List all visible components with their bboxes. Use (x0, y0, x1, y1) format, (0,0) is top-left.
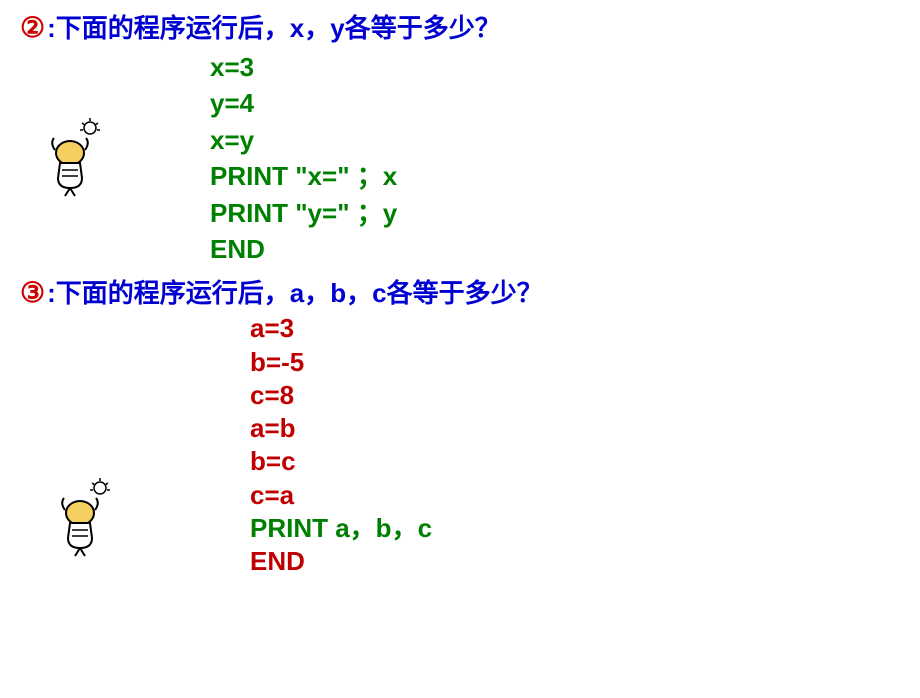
code-line: PRINT "y=" ；y (210, 195, 920, 231)
code-line: x=y (210, 122, 920, 158)
question-3-code: a=3 b=-5 c=8 a=b b=c c=a PRINT a，b，c END (250, 312, 920, 578)
question-text-part1: 下面的程序运行后， (56, 8, 290, 45)
colon: : (47, 278, 56, 309)
code-line: b=-5 (250, 346, 920, 379)
code-line: PRINT a，b，c (250, 512, 920, 545)
code-line: a=b (250, 412, 920, 445)
code-line: PRINT "x=" ；x (210, 158, 920, 194)
code-line: c=a (250, 479, 920, 512)
colon: : (47, 13, 56, 44)
code-line: c=8 (250, 379, 920, 412)
question-text-part3: 各等于多少？ (345, 8, 501, 45)
question-2-code: x=3 y=4 x=y PRINT "x=" ；x PRINT "y=" ；y … (210, 49, 920, 267)
code-line: b=c (250, 445, 920, 478)
question-text-part3: 各等于多少？ (387, 273, 543, 310)
question-text-part1: 下面的程序运行后， (56, 273, 290, 310)
lightbulb-character-icon (40, 118, 110, 198)
question-text-part2: x，y (290, 8, 345, 45)
lightbulb-character-icon (50, 478, 120, 558)
code-line: END (210, 231, 920, 267)
code-line: x=3 (210, 49, 920, 85)
question-number: ② (20, 11, 45, 44)
code-line: a=3 (250, 312, 920, 345)
code-line: END (250, 545, 920, 578)
code-line: y=4 (210, 85, 920, 121)
question-2-header: ② : 下面的程序运行后， x，y 各等于多少？ (20, 8, 920, 45)
question-text-part2: a，b，c (290, 273, 387, 310)
question-number: ③ (20, 276, 45, 309)
question-3-header: ③ : 下面的程序运行后， a，b，c 各等于多少？ (20, 273, 920, 310)
